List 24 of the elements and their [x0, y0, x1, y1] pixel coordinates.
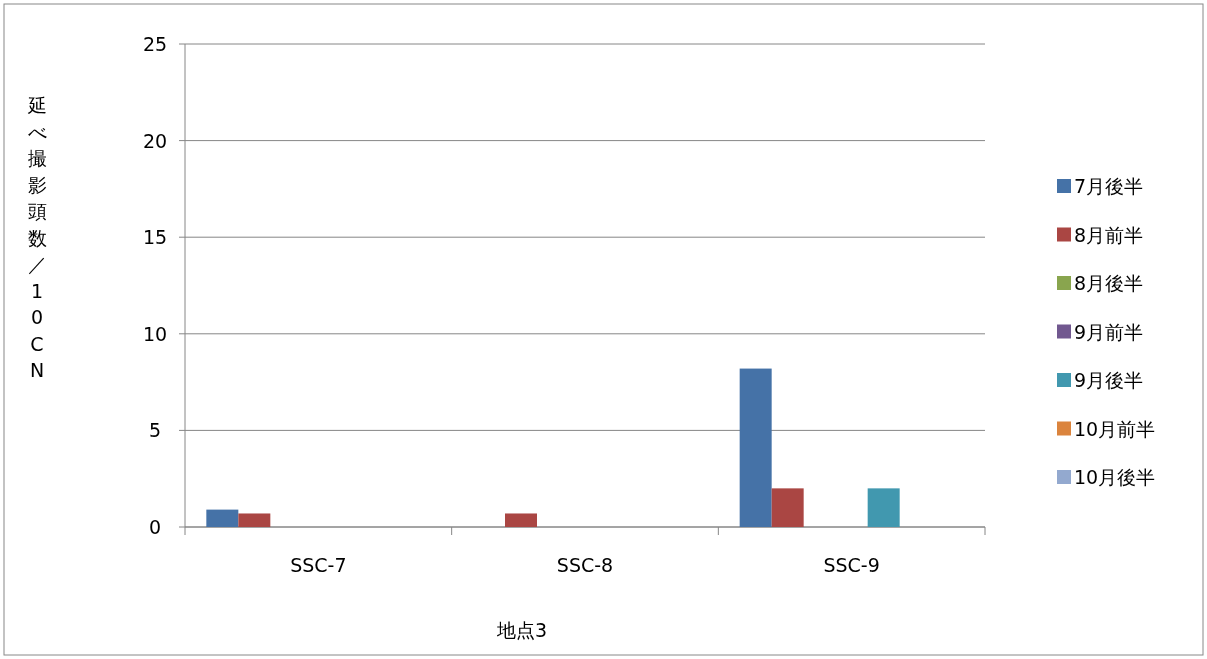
legend-label: 9月前半 [1074, 320, 1144, 343]
legend-label: 8月前半 [1074, 223, 1144, 246]
y-tick-label: 10 [142, 322, 168, 345]
text: 延べ撮影頭数／10CN [27, 94, 47, 381]
bar [238, 513, 271, 527]
legend-label: 9月後半 [1074, 369, 1144, 391]
bar [206, 509, 239, 527]
legend-label: 10月後半 [1074, 466, 1156, 488]
bar [771, 488, 804, 527]
y-tick-label: 20 [142, 129, 168, 152]
bar [505, 513, 537, 527]
x-tick-label: SSC-7 [290, 554, 347, 576]
legend-label: 8月後半 [1074, 272, 1144, 294]
y-tick-label: 15 [142, 226, 168, 249]
x-tick-label: SSC-8 [556, 554, 614, 576]
x-axis-title: 地点3 [495, 619, 548, 641]
y-tick-label: 5 [148, 419, 162, 442]
y-tick-label: 0 [148, 516, 162, 538]
bar [867, 488, 900, 527]
x-tick-label: SSC-9 [823, 554, 880, 576]
legend-label: 7月後半 [1074, 175, 1144, 197]
legend-label: 10月前半 [1074, 417, 1156, 440]
bar [739, 368, 772, 527]
y-tick-label: 25 [142, 33, 168, 55]
